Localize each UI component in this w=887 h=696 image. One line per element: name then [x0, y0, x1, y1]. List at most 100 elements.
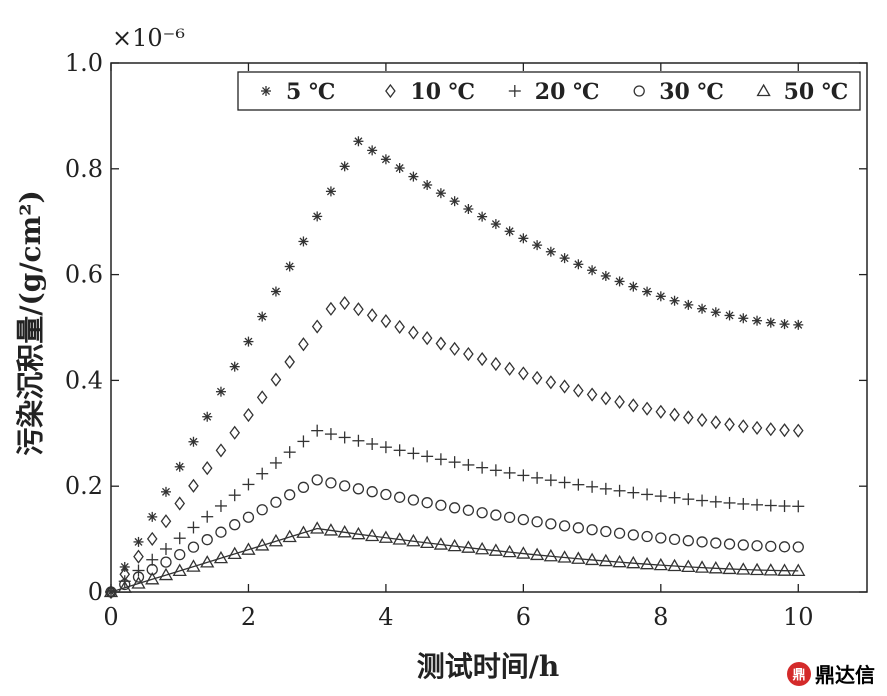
data-point	[502, 544, 517, 558]
data-point	[325, 477, 337, 489]
data-point	[133, 549, 144, 564]
data-point	[434, 453, 447, 466]
data-point	[709, 495, 722, 508]
series-0	[106, 136, 804, 597]
data-point	[722, 561, 737, 575]
data-point	[764, 499, 777, 512]
data-point	[160, 514, 172, 529]
data-point	[518, 366, 529, 381]
y-scale-note: ×10⁻⁶	[112, 24, 185, 52]
data-point	[298, 337, 309, 352]
data-point	[296, 525, 311, 538]
data-point	[763, 563, 778, 576]
data-point	[133, 536, 144, 547]
data-point	[311, 424, 324, 437]
legend: 5 ℃ 10 ℃ 20 ℃ 30 ℃ 50 ℃	[237, 71, 861, 111]
data-point	[421, 497, 433, 509]
x-axis-title: 测试时间/h	[417, 650, 560, 683]
data-point	[793, 319, 804, 330]
data-point	[614, 394, 625, 410]
data-point	[600, 270, 611, 281]
data-point	[119, 578, 131, 591]
data-point	[667, 558, 682, 572]
data-point	[146, 531, 158, 546]
data-point	[378, 530, 394, 543]
data-point	[614, 276, 625, 287]
data-point	[422, 179, 433, 190]
data-point	[394, 163, 405, 174]
data-point	[642, 286, 653, 297]
data-point	[201, 534, 213, 546]
data-point	[420, 535, 435, 549]
watermark-logo-icon: 鼎	[787, 661, 811, 686]
data-point	[612, 554, 627, 568]
data-point	[475, 541, 490, 555]
data-point	[462, 504, 475, 516]
data-point	[586, 524, 598, 536]
data-point	[586, 387, 598, 402]
data-point	[283, 446, 296, 459]
data-point	[174, 496, 186, 511]
data-point	[600, 525, 612, 538]
data-point	[503, 511, 516, 524]
legend-marker	[508, 85, 521, 97]
data-point	[215, 386, 226, 397]
data-point	[282, 529, 297, 543]
data-point	[628, 398, 639, 413]
data-point	[627, 529, 639, 541]
data-point	[257, 311, 268, 322]
data-point	[297, 435, 310, 448]
data-point	[213, 550, 229, 564]
plot-frame	[110, 62, 868, 593]
data-point	[490, 356, 502, 372]
data-point	[352, 434, 365, 447]
data-point	[433, 537, 449, 550]
data-point	[600, 391, 612, 406]
data-point	[708, 561, 723, 574]
data-point	[765, 422, 777, 437]
data-point	[268, 533, 284, 547]
data-point	[751, 420, 763, 435]
data-point	[174, 461, 185, 472]
data-point	[228, 489, 241, 502]
data-point	[683, 299, 694, 310]
data-point	[572, 478, 585, 491]
data-point	[325, 301, 337, 316]
data-point	[187, 521, 200, 534]
legend-marker	[756, 83, 771, 97]
data-point	[131, 576, 146, 589]
data-point	[710, 415, 722, 430]
data-point	[449, 196, 460, 207]
data-point	[626, 555, 641, 569]
data-point	[710, 307, 721, 318]
data-point	[338, 431, 351, 444]
data-point	[323, 523, 339, 536]
data-point	[187, 541, 200, 553]
data-point	[694, 560, 710, 573]
data-point	[710, 537, 722, 549]
series-4	[103, 521, 806, 598]
plot-border	[110, 62, 868, 593]
data-point	[792, 423, 804, 438]
data-point	[160, 486, 171, 497]
legend-item: 5 ℃	[261, 79, 335, 105]
data-point	[435, 499, 447, 511]
data-point	[367, 145, 378, 156]
data-point	[352, 483, 365, 495]
data-point	[160, 556, 172, 568]
data-point	[613, 527, 626, 539]
data-point	[241, 542, 256, 555]
data-point	[380, 488, 392, 501]
data-point	[765, 540, 777, 552]
data-point	[572, 522, 584, 534]
data-point	[682, 410, 694, 425]
data-point	[545, 518, 557, 530]
data-point	[229, 425, 241, 440]
data-point	[737, 497, 750, 510]
data-point	[779, 423, 790, 438]
data-point	[173, 532, 186, 545]
data-point	[311, 474, 323, 486]
data-point	[201, 461, 213, 476]
data-point	[516, 546, 531, 559]
